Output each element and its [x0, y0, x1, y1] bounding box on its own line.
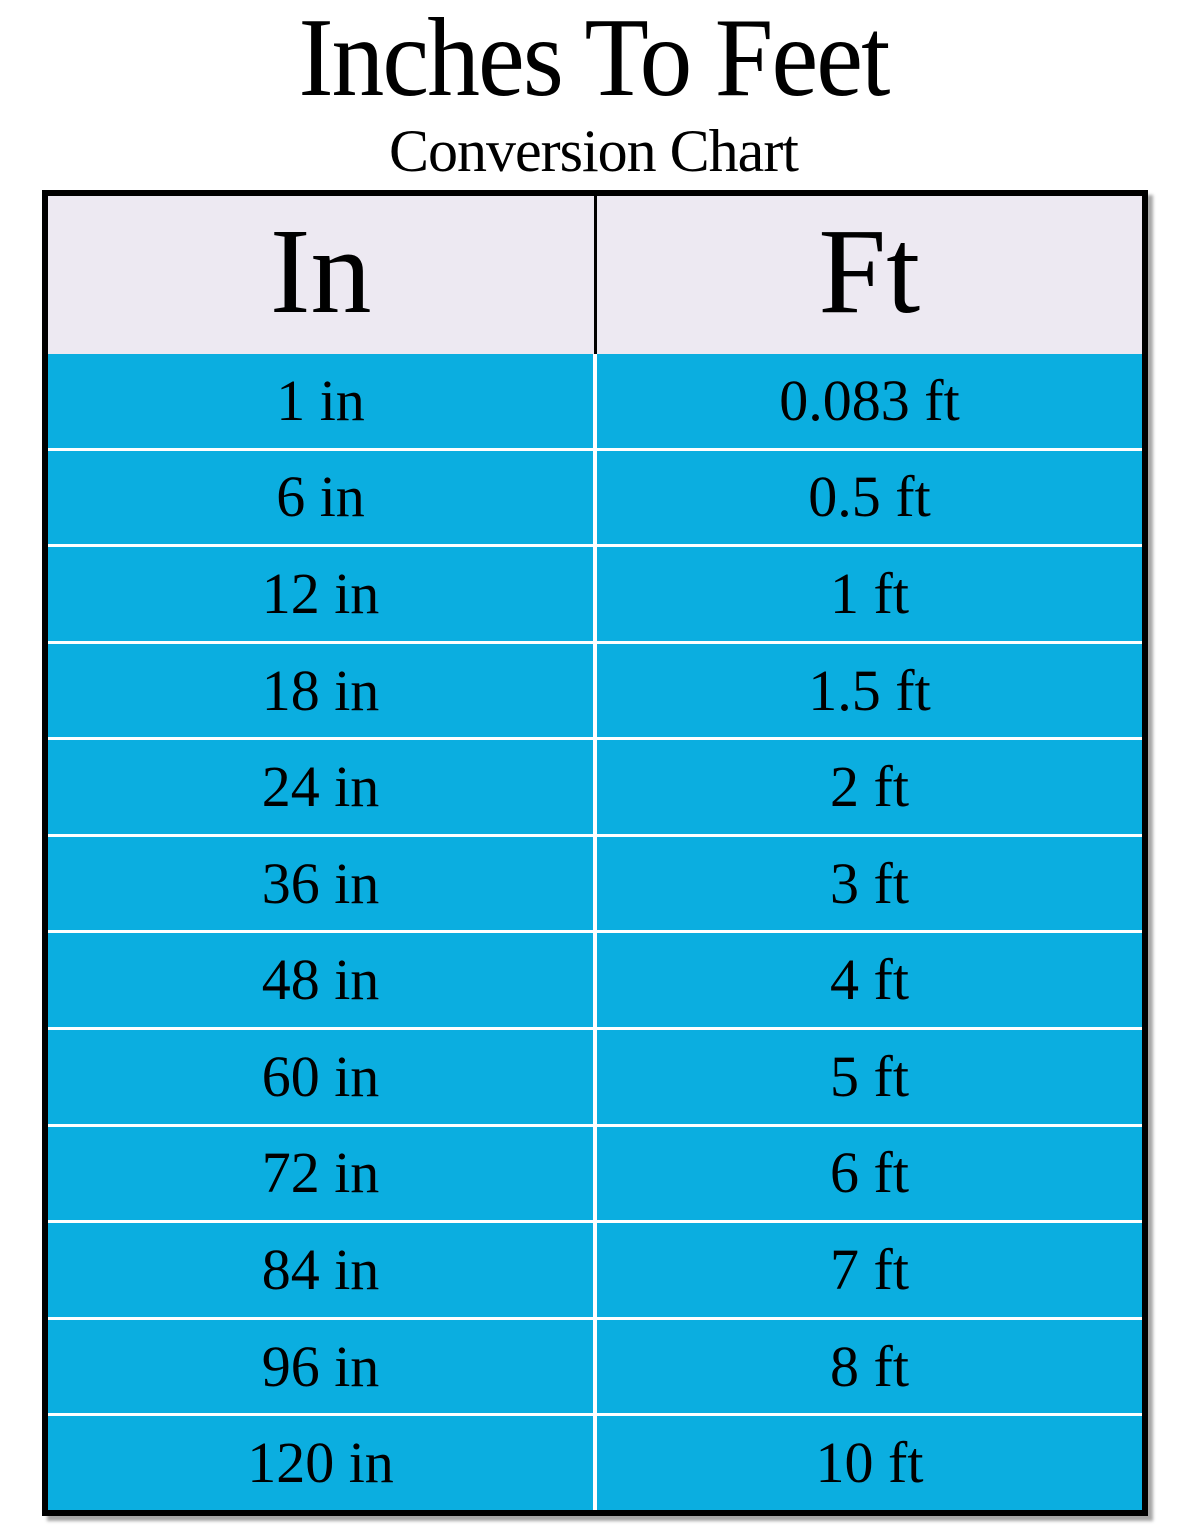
inches-value: 60 in	[48, 1030, 597, 1124]
table-header-row: In Ft	[48, 196, 1142, 354]
inches-value: 18 in	[48, 643, 597, 738]
feet-value: 4 ft	[830, 947, 909, 1013]
inches-value: 1 in	[48, 354, 597, 448]
feet-value: 3 ft	[830, 850, 909, 916]
feet-value: 2 ft	[830, 754, 909, 820]
table-row: 18 in 1.5 ft	[48, 640, 1142, 738]
feet-value: 1.5 ft	[808, 657, 931, 723]
table-row: 96 in 8 ft	[48, 1316, 1142, 1414]
inches-value: 96 in	[48, 1319, 597, 1414]
inches-value: 48 in	[48, 933, 597, 1028]
table-row: 60 in 5 ft	[48, 1027, 1142, 1124]
table-row: 6 in 0.5 ft	[48, 447, 1142, 545]
column-header-inches: In	[48, 196, 597, 354]
feet-value: 6 ft	[830, 1140, 909, 1206]
inches-value: 6 in	[48, 450, 597, 545]
feet-value: 0.5 ft	[808, 464, 931, 530]
feet-value: 1 ft	[830, 560, 909, 626]
feet-value: 5 ft	[830, 1043, 909, 1109]
feet-value: 0.083 ft	[779, 367, 960, 433]
feet-value: 10 ft	[815, 1430, 924, 1496]
table-row: 24 in 2 ft	[48, 737, 1142, 834]
conversion-table: In Ft 1 in 0.083 ft 6 in 0.5 ft 12 in 1 ft 18 …	[42, 190, 1148, 1516]
column-header-feet: Ft	[818, 204, 921, 339]
inches-value: 120 in	[48, 1416, 597, 1510]
inches-value: 36 in	[48, 836, 597, 931]
table-row: 12 in 1 ft	[48, 544, 1142, 641]
inches-value: 84 in	[48, 1223, 597, 1317]
inches-value: 24 in	[48, 740, 597, 834]
feet-value: 7 ft	[830, 1236, 909, 1302]
inches-value: 72 in	[48, 1126, 597, 1221]
table-row: 48 in 4 ft	[48, 930, 1142, 1028]
table-row: 120 in 10 ft	[48, 1413, 1142, 1510]
page-subtitle: Conversion Chart	[389, 118, 799, 184]
table-body: 1 in 0.083 ft 6 in 0.5 ft 12 in 1 ft 18 in 1.5 …	[48, 354, 1142, 1510]
table-row: 36 in 3 ft	[48, 833, 1142, 931]
inches-value: 12 in	[48, 547, 597, 641]
feet-value: 8 ft	[830, 1333, 909, 1399]
page-title: Inches To Feet	[298, 0, 890, 120]
table-row: 84 in 7 ft	[48, 1220, 1142, 1317]
table-row: 1 in 0.083 ft	[48, 354, 1142, 448]
table-row: 72 in 6 ft	[48, 1123, 1142, 1221]
